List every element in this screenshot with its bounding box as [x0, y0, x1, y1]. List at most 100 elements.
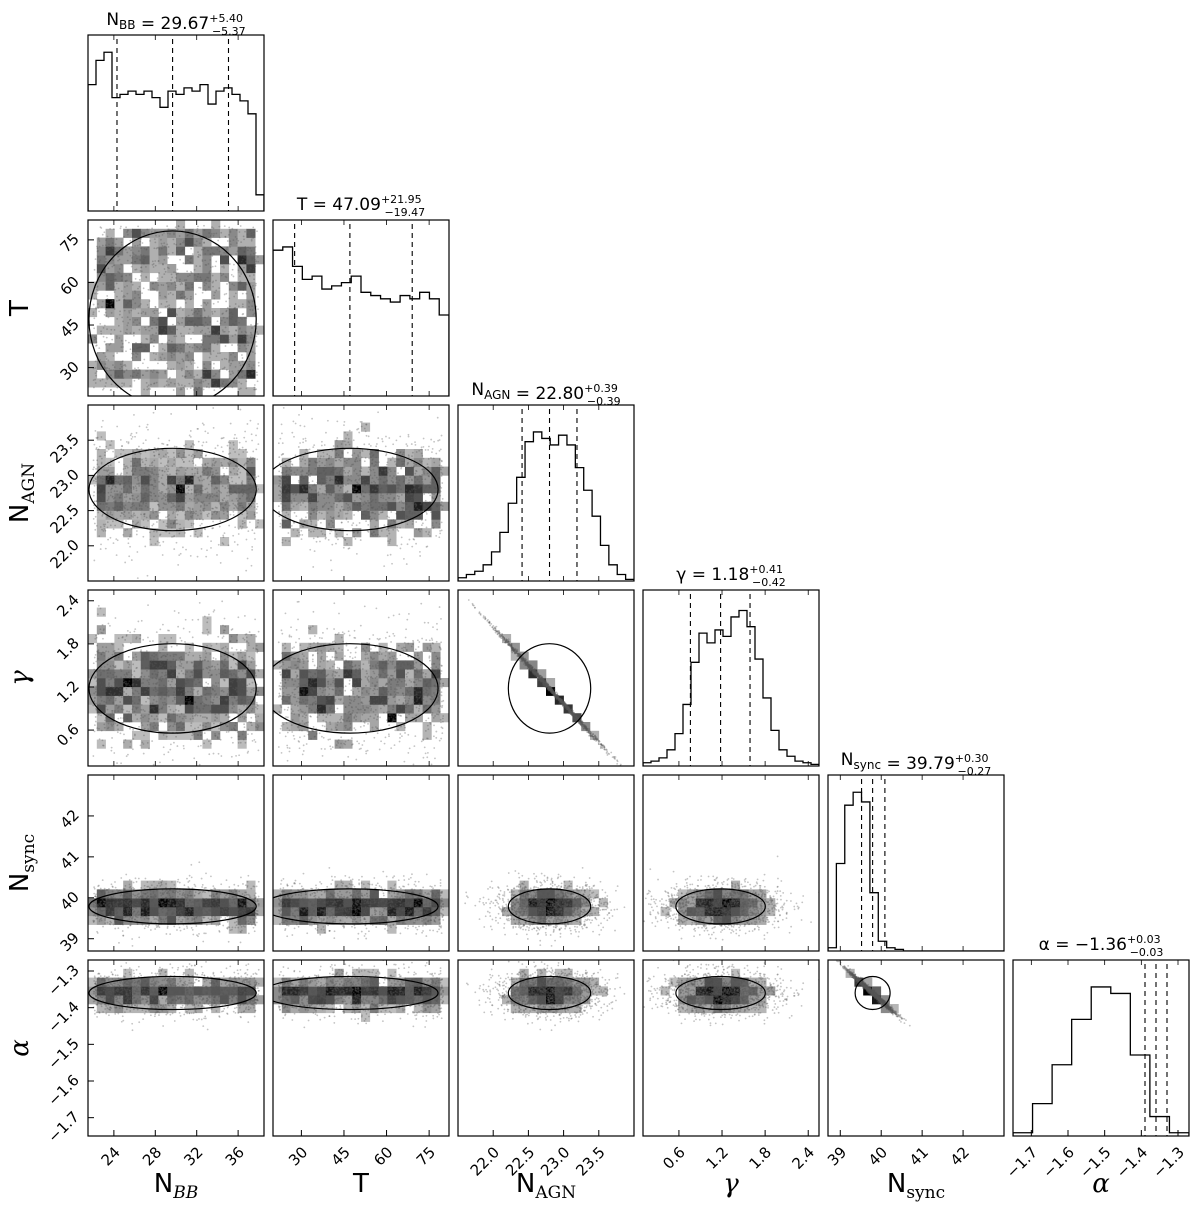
sample-point — [211, 527, 214, 530]
sample-point — [367, 500, 369, 502]
sample-point — [375, 443, 378, 445]
sample-point — [160, 247, 163, 250]
sample-point — [202, 380, 205, 383]
sample-point — [290, 502, 293, 504]
sample-point — [137, 475, 140, 478]
sample-point — [102, 489, 105, 492]
sample-point — [178, 307, 181, 310]
sample-point — [246, 468, 249, 471]
hist2d-cell — [237, 281, 247, 291]
sample-point — [248, 269, 251, 272]
sample-point — [161, 276, 164, 279]
sample-point — [149, 514, 151, 517]
sample-point — [347, 474, 350, 477]
sample-point — [97, 238, 100, 241]
sample-point — [151, 484, 153, 487]
sample-point — [284, 483, 287, 485]
hist2d-cell — [176, 246, 186, 256]
sample-point — [119, 453, 122, 455]
hist2d-cell — [361, 501, 371, 511]
hist2d-cell — [308, 484, 318, 494]
sample-point — [336, 482, 339, 484]
sample-point — [295, 473, 297, 476]
sample-point — [441, 466, 444, 469]
sample-point — [440, 486, 443, 489]
sample-point — [114, 500, 117, 502]
sample-point — [179, 487, 182, 489]
sample-point — [182, 510, 184, 512]
sample-point — [179, 243, 182, 246]
sample-point — [168, 329, 171, 332]
sample-point — [121, 369, 124, 372]
sample-point — [108, 444, 111, 447]
sample-point — [137, 479, 140, 482]
sample-point — [306, 481, 309, 484]
sample-point — [440, 471, 443, 474]
sample-point — [140, 230, 143, 233]
sample-point — [247, 482, 250, 485]
sample-point — [105, 503, 108, 506]
sample-point — [407, 462, 410, 464]
sample-point — [175, 495, 178, 498]
sample-point — [235, 491, 237, 494]
sample-point — [186, 270, 189, 273]
sample-point — [194, 464, 197, 467]
sample-point — [180, 388, 183, 391]
sample-point — [229, 230, 232, 233]
hist2d-cell — [387, 493, 397, 503]
sample-point — [244, 247, 247, 250]
sample-point — [414, 496, 417, 499]
hist2d-cell — [308, 501, 318, 511]
sample-point — [399, 451, 401, 454]
sample-point — [113, 456, 116, 459]
hist2d-cell — [176, 387, 186, 396]
sample-point — [326, 488, 329, 491]
sample-point — [411, 499, 413, 501]
sample-point — [96, 502, 99, 505]
sample-point — [176, 268, 179, 271]
sample-point — [380, 487, 383, 490]
sample-point — [105, 239, 107, 242]
sample-point — [131, 435, 134, 438]
sample-point — [339, 487, 342, 489]
sample-point — [124, 331, 127, 334]
hist2d-cell — [176, 457, 186, 467]
sample-point — [282, 484, 285, 486]
sample-point — [306, 490, 309, 493]
sample-point — [123, 482, 126, 485]
sample-point — [287, 491, 290, 494]
sample-point — [290, 484, 292, 486]
sample-point — [367, 466, 370, 469]
sample-point — [119, 515, 122, 517]
sample-point — [399, 435, 402, 438]
sample-point — [109, 480, 112, 483]
sample-point — [102, 335, 105, 338]
sample-point — [346, 491, 349, 493]
sample-point — [107, 509, 110, 512]
sample-point — [113, 500, 116, 503]
sample-point — [391, 508, 393, 511]
sample-point — [103, 274, 105, 277]
hist2d-cell — [281, 519, 291, 529]
sample-point — [357, 531, 359, 533]
sample-point — [282, 501, 285, 504]
sample-point — [204, 332, 207, 335]
hist2d-cell — [184, 369, 194, 379]
sample-point — [285, 466, 288, 469]
sample-point — [189, 430, 192, 432]
hist2d-cell — [220, 695, 230, 705]
sample-point — [414, 481, 417, 483]
sample-point — [281, 478, 284, 480]
sample-point — [182, 494, 185, 497]
sample-point — [120, 507, 123, 510]
sample-point — [124, 529, 127, 531]
sample-point — [233, 263, 235, 266]
hist2d-cell — [361, 475, 371, 485]
hist2d-cell — [184, 713, 194, 723]
sample-point — [396, 483, 399, 486]
hist2d-cell — [167, 352, 177, 362]
sample-point — [213, 481, 216, 484]
sample-point — [112, 542, 115, 545]
sample-point — [122, 346, 124, 348]
hist2d-cell — [184, 493, 194, 503]
